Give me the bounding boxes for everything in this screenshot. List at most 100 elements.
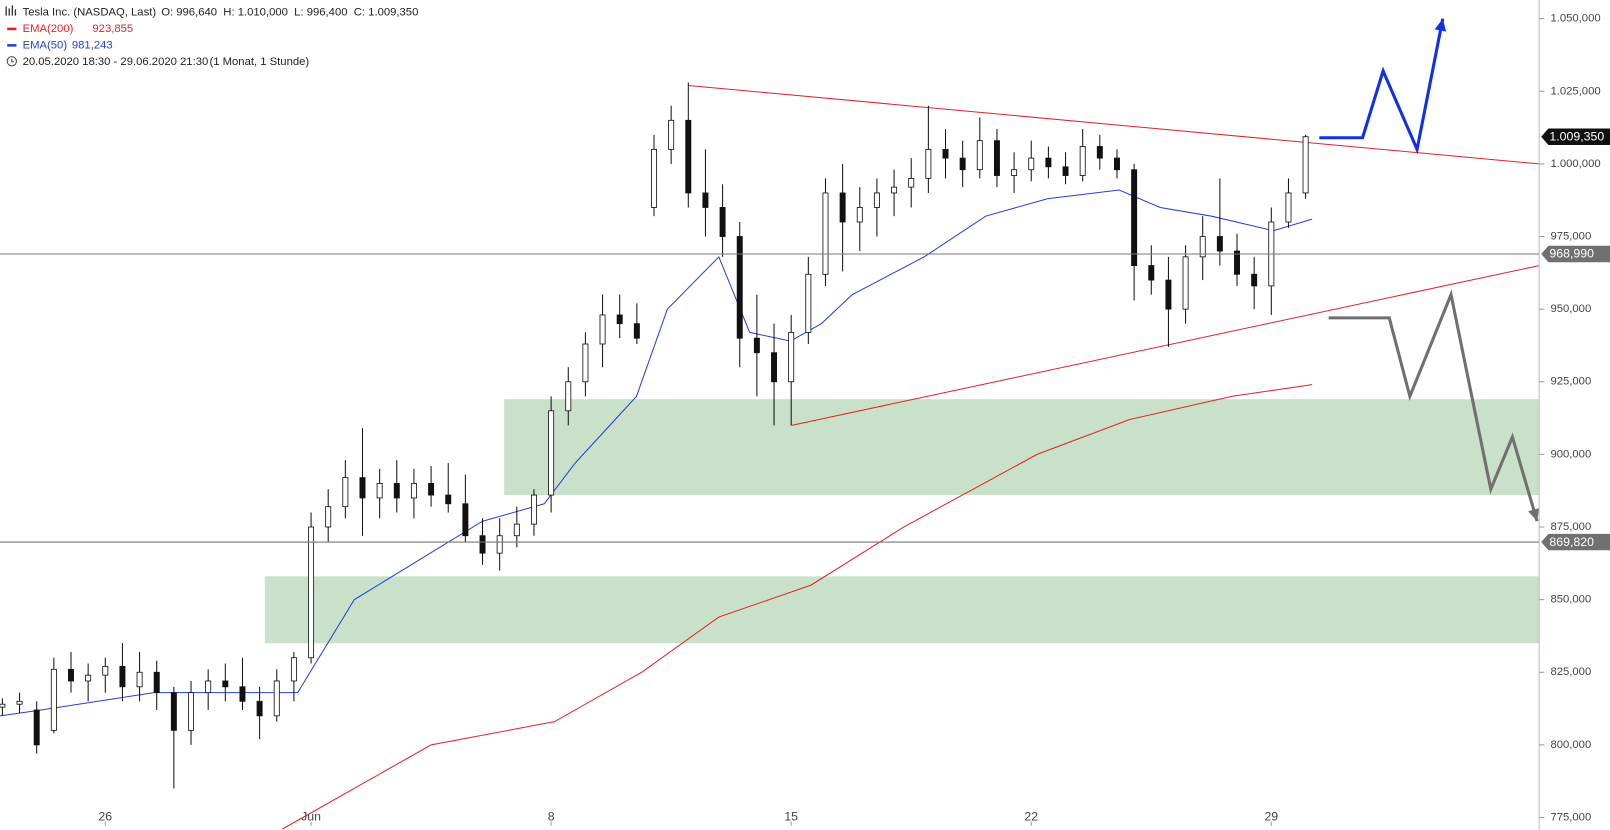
y-tick-label: 1.050,000 — [1550, 13, 1600, 25]
price-tag — [1541, 128, 1610, 145]
legend-label: EMA(50) — [23, 39, 68, 51]
candle-body — [1216, 236, 1223, 252]
candle-body — [942, 148, 949, 159]
candle-body — [1148, 265, 1155, 281]
ohlc: O: 996,640 H: 1.010,000 L: 996,400 C: 1.… — [161, 6, 418, 18]
candle-body — [16, 700, 23, 705]
candle-body — [805, 273, 812, 333]
level-tag — [1541, 533, 1610, 551]
candle-body — [925, 148, 932, 179]
candle-body — [633, 323, 640, 339]
candle-body — [462, 503, 469, 537]
candle-body — [1028, 157, 1035, 171]
y-tick-label: 850,000 — [1550, 594, 1591, 606]
y-tick-label: 925,000 — [1550, 376, 1591, 388]
candle-body — [1199, 236, 1206, 258]
candle-body — [0, 703, 6, 708]
candle-body — [530, 494, 537, 525]
trendline — [688, 84, 1540, 165]
candle-body — [359, 477, 366, 499]
x-tick-label: 15 — [784, 810, 798, 824]
candle-body — [908, 178, 915, 188]
candle-body — [1079, 146, 1086, 176]
clock-hand — [11, 58, 14, 63]
x-tick-label: Jun — [301, 810, 321, 824]
level-tag — [1541, 245, 1610, 263]
candle-body — [222, 680, 229, 688]
range: 20.05.2020 18:30 - 29.06.2020 21:30 — [23, 56, 209, 68]
candle-body — [376, 483, 383, 499]
candle-body — [753, 337, 760, 354]
candle-body — [582, 343, 589, 383]
period: (1 Monat, 1 Stunde) — [209, 56, 309, 68]
candle-body — [136, 671, 143, 688]
candle-body — [599, 314, 606, 345]
candle-body — [685, 119, 692, 194]
trendline — [791, 265, 1540, 426]
candle-body — [273, 680, 280, 717]
y-tick-label: 800,000 — [1550, 739, 1591, 751]
legend-label: EMA(200) — [23, 23, 74, 35]
candle-body — [873, 192, 880, 208]
candle-body — [479, 535, 486, 554]
candle-body — [1302, 136, 1309, 194]
candle-body — [719, 207, 726, 237]
candle-body — [668, 119, 675, 150]
ema-line — [281, 384, 1313, 830]
candle-body — [548, 410, 555, 496]
candle-body — [993, 140, 1000, 176]
candle-body — [119, 666, 126, 688]
zone — [264, 576, 1540, 644]
candle-body — [1062, 166, 1069, 176]
zone — [504, 399, 1540, 496]
candle-body — [1011, 169, 1018, 176]
level-label: 968,990 — [1549, 247, 1594, 261]
candle-body — [33, 709, 40, 746]
candle-body — [256, 700, 263, 717]
candle-body — [702, 192, 709, 208]
x-tick-label: 22 — [1024, 810, 1038, 824]
candle-body — [410, 483, 417, 499]
candle-body — [325, 506, 332, 528]
candle-body — [651, 148, 657, 208]
title: Tesla Inc. (NASDAQ, Last) — [23, 6, 157, 18]
plot-area — [0, 18, 1540, 830]
candle-body — [1285, 192, 1292, 223]
candle-body — [153, 671, 160, 694]
legend-value: 981,243 — [72, 39, 113, 51]
candle-body — [839, 192, 846, 223]
y-tick-label: 825,000 — [1550, 666, 1591, 678]
candle-body — [891, 186, 898, 194]
candle-body — [959, 157, 966, 171]
scenario-arrow — [1319, 18, 1445, 155]
candle-body — [239, 686, 246, 702]
candle-body — [308, 526, 315, 659]
candle-body — [771, 352, 778, 383]
candle-body — [1131, 169, 1138, 266]
candle-body — [342, 477, 349, 508]
candle-body — [85, 674, 92, 682]
candle-body — [1251, 273, 1258, 287]
y-tick-label: 950,000 — [1550, 303, 1591, 315]
candle-body — [205, 680, 212, 694]
y-tick-label: 1.025,000 — [1550, 85, 1600, 97]
y-tick-label: 900,000 — [1550, 448, 1591, 460]
candle-body — [788, 331, 795, 383]
y-tick-label: 975,000 — [1550, 231, 1591, 243]
x-tick-label: 8 — [548, 810, 555, 824]
candle-body — [445, 494, 452, 505]
scenario-arrow — [1328, 289, 1539, 522]
candle-body — [513, 523, 520, 537]
candle-body — [188, 692, 194, 731]
chart-icon — [5, 5, 17, 16]
candle-body — [1096, 146, 1103, 159]
candle-body — [428, 483, 435, 496]
candle-body — [1165, 279, 1172, 310]
candle-body — [976, 140, 983, 171]
candle-body — [1045, 157, 1052, 168]
candle-body — [822, 192, 829, 275]
candle-body — [393, 483, 400, 499]
candle-body — [1114, 157, 1120, 171]
